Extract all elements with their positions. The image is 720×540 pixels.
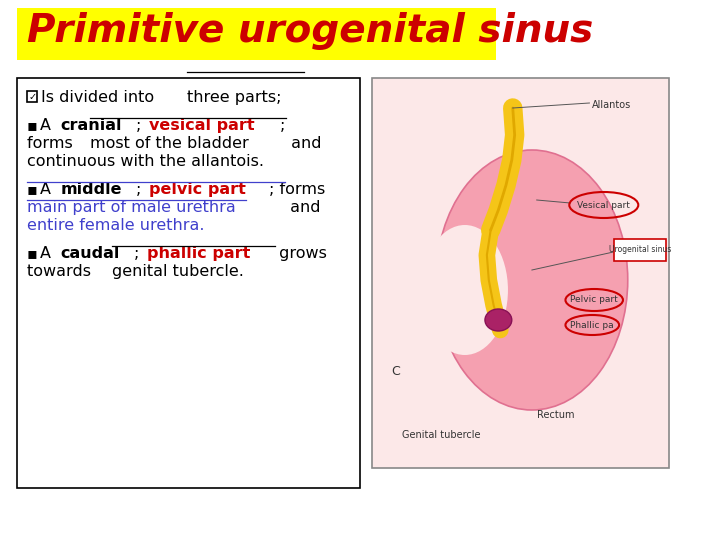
Text: ; forms: ; forms — [269, 182, 325, 197]
Text: forms: forms — [27, 136, 78, 151]
Text: ;: ; — [136, 118, 147, 133]
Text: middle: middle — [60, 182, 122, 197]
Text: main part of male urethra: main part of male urethra — [27, 200, 235, 215]
Text: most of the bladder: most of the bladder — [90, 136, 248, 151]
Text: grows: grows — [274, 246, 328, 261]
Text: ▪: ▪ — [27, 118, 37, 133]
Text: A: A — [40, 182, 56, 197]
FancyBboxPatch shape — [27, 91, 37, 102]
Text: ;: ; — [280, 118, 285, 133]
Text: and: and — [285, 200, 320, 215]
Text: Genital tubercle: Genital tubercle — [402, 430, 480, 440]
FancyBboxPatch shape — [17, 8, 497, 60]
Text: pelvic part: pelvic part — [149, 182, 246, 197]
Text: Pelvic part: Pelvic part — [570, 295, 618, 305]
Text: ▪: ▪ — [27, 182, 37, 197]
Text: A: A — [40, 246, 56, 261]
Text: ;: ; — [136, 182, 147, 197]
Text: ;: ; — [134, 246, 144, 261]
FancyBboxPatch shape — [614, 239, 666, 261]
Text: vesical part: vesical part — [149, 118, 255, 133]
Text: Is divided into: Is divided into — [41, 90, 159, 105]
Text: Allantos: Allantos — [593, 100, 631, 110]
Text: three parts;: three parts; — [187, 90, 282, 105]
Text: C: C — [391, 365, 400, 378]
Text: Vesical part: Vesical part — [577, 200, 630, 210]
FancyBboxPatch shape — [372, 78, 669, 468]
Text: Phallic pa: Phallic pa — [570, 321, 614, 329]
Text: caudal: caudal — [60, 246, 120, 261]
Text: continuous with the allantois.: continuous with the allantois. — [27, 154, 264, 169]
Ellipse shape — [485, 309, 512, 331]
Text: ✓: ✓ — [28, 92, 36, 102]
Text: Primitive urogenital sinus: Primitive urogenital sinus — [27, 12, 593, 50]
Text: Urogenital sinus: Urogenital sinus — [609, 246, 672, 254]
Text: towards: towards — [27, 264, 96, 279]
Text: Rectum: Rectum — [537, 410, 575, 420]
Text: cranial: cranial — [60, 118, 122, 133]
Text: genital tubercle.: genital tubercle. — [112, 264, 244, 279]
Ellipse shape — [436, 150, 628, 410]
Text: ▪: ▪ — [27, 246, 37, 261]
Text: A: A — [40, 118, 56, 133]
Ellipse shape — [422, 225, 508, 355]
FancyBboxPatch shape — [17, 78, 360, 488]
Text: and: and — [286, 136, 322, 151]
Text: phallic part: phallic part — [147, 246, 250, 261]
Text: entire female urethra.: entire female urethra. — [27, 218, 204, 233]
